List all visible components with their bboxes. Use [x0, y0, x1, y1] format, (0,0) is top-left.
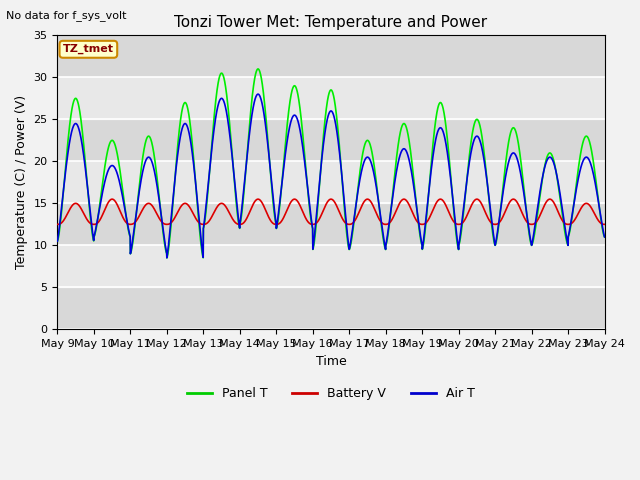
Bar	[58, 161, 605, 204]
Legend: Panel T, Battery V, Air T: Panel T, Battery V, Air T	[182, 383, 480, 406]
Bar	[58, 120, 605, 161]
Title: Tonzi Tower Met: Temperature and Power: Tonzi Tower Met: Temperature and Power	[175, 15, 488, 30]
Bar	[58, 36, 605, 77]
Bar	[58, 245, 605, 288]
Text: TZ_tmet: TZ_tmet	[63, 44, 114, 54]
Bar	[58, 77, 605, 120]
Bar	[58, 288, 605, 329]
X-axis label: Time: Time	[316, 355, 346, 368]
Text: No data for f_sys_volt: No data for f_sys_volt	[6, 10, 127, 21]
Y-axis label: Temperature (C) / Power (V): Temperature (C) / Power (V)	[15, 96, 28, 269]
Bar	[58, 204, 605, 245]
